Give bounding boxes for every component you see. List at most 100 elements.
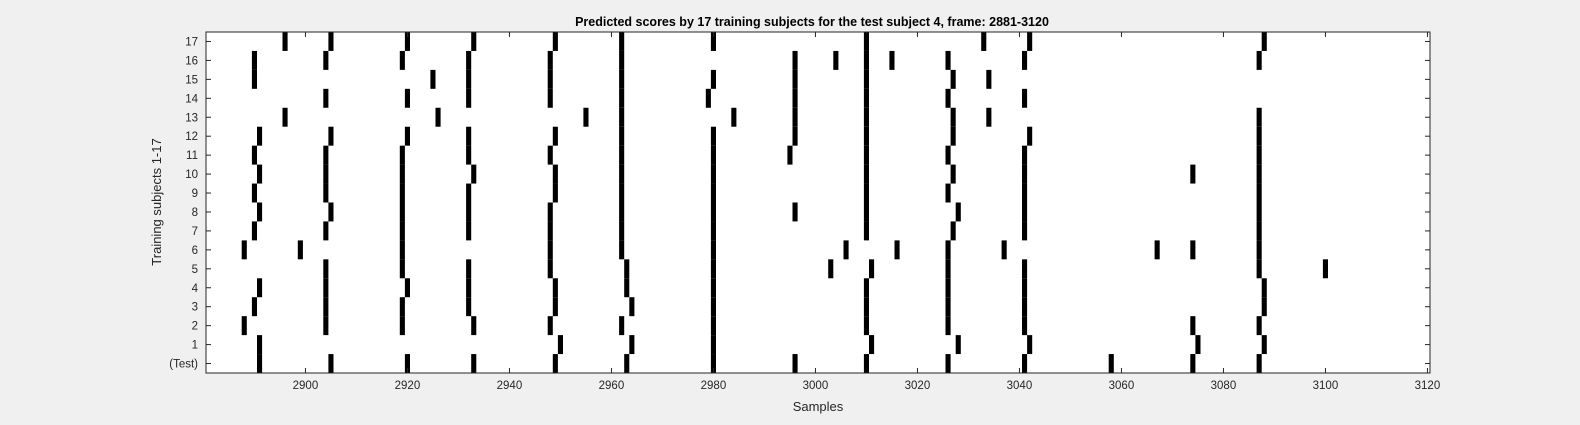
raster-mark [399, 183, 405, 203]
raster-mark [1022, 88, 1028, 108]
raster-mark [710, 335, 716, 355]
raster-mark [1256, 202, 1262, 222]
raster-mark [619, 50, 625, 70]
x-tick-label: 3060 [1109, 380, 1135, 392]
raster-mark [863, 107, 869, 127]
y-tick-label: 13 [185, 112, 198, 124]
raster-mark [328, 32, 334, 51]
raster-mark [1256, 50, 1262, 70]
raster-mark [466, 126, 472, 146]
raster-mark [251, 50, 257, 70]
raster-mark [1022, 316, 1028, 336]
raster-mark [710, 278, 716, 298]
raster-mark [945, 145, 951, 165]
y-tick-label: 15 [185, 74, 198, 86]
raster-mark [792, 50, 798, 70]
raster-mark [792, 107, 798, 127]
x-tick-label: 2960 [599, 380, 625, 392]
y-tick-label: 7 [192, 226, 198, 238]
raster-mark [950, 126, 956, 146]
raster-mark [328, 354, 334, 373]
raster-mark [863, 126, 869, 146]
y-tick-label: 10 [185, 169, 198, 181]
y-tick-label: 9 [192, 188, 198, 200]
raster-mark [328, 202, 334, 222]
x-tick-label: 2920 [395, 380, 421, 392]
raster-mark [945, 240, 951, 260]
raster-mark [1022, 50, 1028, 70]
raster-mark [945, 297, 951, 317]
y-tick-label: 2 [192, 321, 198, 333]
y-tick-label: 5 [192, 264, 198, 276]
raster-mark [251, 145, 257, 165]
raster-mark [710, 221, 716, 241]
raster-mark [792, 69, 798, 89]
raster-mark [1001, 240, 1007, 260]
raster-mark [552, 354, 558, 373]
raster-mark [1190, 354, 1196, 373]
raster-mark [1022, 145, 1028, 165]
raster-mark [399, 297, 405, 317]
raster-mark [629, 335, 635, 355]
raster-mark [889, 50, 895, 70]
raster-mark [624, 278, 630, 298]
raster-mark [833, 50, 839, 70]
raster-mark [323, 145, 329, 165]
raster-mark [257, 164, 263, 184]
raster-mark [323, 259, 329, 279]
raster-mark [710, 202, 716, 222]
raster-mark [1154, 240, 1160, 260]
raster-mark [241, 316, 247, 336]
raster-mark [404, 278, 410, 298]
x-tick-label: 3100 [1313, 380, 1339, 392]
x-tick-label: 2940 [497, 380, 523, 392]
raster-mark [547, 316, 553, 336]
raster-mark [251, 69, 257, 89]
raster-mark [619, 107, 625, 127]
raster-mark [466, 278, 472, 298]
raster-mark [1256, 145, 1262, 165]
x-tick-label: 3120 [1415, 380, 1441, 392]
raster-mark [547, 69, 553, 89]
raster-mark [863, 69, 869, 89]
raster-mark [1322, 259, 1328, 279]
raster-mark [547, 259, 553, 279]
raster-mark [705, 88, 711, 108]
raster-mark [323, 221, 329, 241]
raster-mark [945, 183, 951, 203]
raster-mark [619, 316, 625, 336]
x-tick-label: 2900 [293, 380, 319, 392]
y-axis-label: Training subjects 1-17 [149, 138, 164, 265]
raster-mark [986, 69, 992, 89]
plot-frame [205, 31, 1431, 374]
y-tick-label: 1 [192, 340, 198, 352]
raster-mark [399, 50, 405, 70]
plot-area [206, 32, 1430, 373]
raster-mark [583, 107, 589, 127]
raster-mark [323, 278, 329, 298]
raster-mark [257, 278, 263, 298]
raster-mark [257, 335, 263, 355]
x-tick-label: 2980 [701, 380, 727, 392]
raster-mark [710, 145, 716, 165]
raster-mark [404, 126, 410, 146]
raster-mark [466, 88, 472, 108]
x-axis-label: Samples [793, 399, 844, 414]
y-tick-label: 12 [185, 131, 198, 143]
raster-mark [619, 164, 625, 184]
raster-mark [547, 145, 553, 165]
raster-mark [257, 126, 263, 146]
raster-mark [1256, 316, 1262, 336]
raster-mark [863, 278, 869, 298]
chart-title: Predicted scores by 17 training subjects… [575, 15, 1049, 29]
raster-mark [869, 335, 875, 355]
raster-mark [1022, 354, 1028, 373]
x-tick-label: 3080 [1211, 380, 1237, 392]
y-tick-label: 8 [192, 207, 198, 219]
y-tick-label: 4 [192, 283, 199, 295]
raster-mark [557, 335, 563, 355]
raster-mark [863, 354, 869, 373]
raster-mark [1261, 297, 1267, 317]
raster-mark [619, 202, 625, 222]
raster-mark [624, 354, 630, 373]
